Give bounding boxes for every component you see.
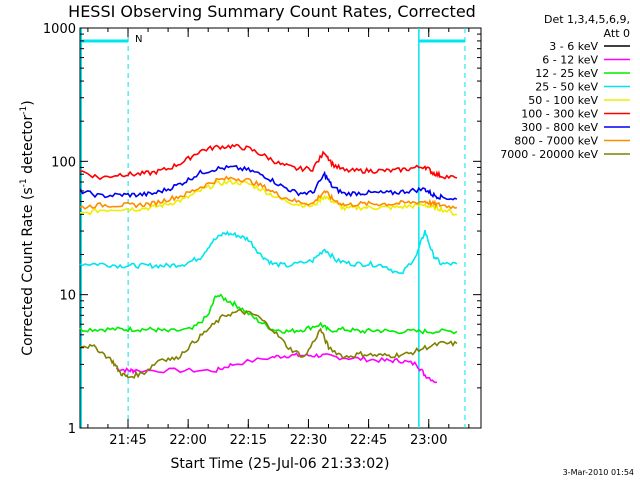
x-tick-label: 22:00 bbox=[169, 433, 206, 448]
series-line-2 bbox=[79, 293, 458, 335]
legend-label: 50 - 100 keV bbox=[528, 94, 598, 107]
x-tick-label: 22:15 bbox=[230, 433, 267, 448]
night-saa-overlays bbox=[80, 28, 466, 428]
axes-layer: 1 10 100 1000 21:45 22:00 22:15 22:30 22:45 23:00 bbox=[43, 22, 481, 448]
chart-title: HESSI Observing Summary Count Rates, Cor… bbox=[68, 2, 476, 21]
night-label: N bbox=[135, 34, 142, 45]
series-line-4 bbox=[79, 179, 457, 216]
legend-label: 3 - 6 keV bbox=[549, 40, 598, 53]
y-tick-label: 100 bbox=[51, 155, 76, 170]
series-line-5 bbox=[79, 143, 458, 181]
legend-header-2: Att 0 bbox=[604, 27, 630, 40]
legend-label: 800 - 7000 keV bbox=[514, 135, 598, 148]
x-axis-label: Start Time (25-Jul-06 21:33:02) bbox=[170, 456, 389, 472]
series-line-3 bbox=[79, 230, 458, 275]
series-layer bbox=[79, 143, 458, 384]
y-tick-label: 10 bbox=[59, 289, 76, 304]
legend-label: 12 - 25 keV bbox=[535, 67, 598, 80]
legend-label: 100 - 300 keV bbox=[521, 108, 598, 121]
y-tick-label: 1000 bbox=[43, 22, 76, 37]
series-line-8 bbox=[79, 308, 458, 379]
plot-frame bbox=[79, 27, 482, 429]
legend-header-1: Det 1,3,4,5,6,9, bbox=[544, 13, 630, 26]
legend-label: 7000 - 20000 keV bbox=[500, 148, 598, 161]
legend-label: 300 - 800 keV bbox=[521, 121, 598, 134]
legend-label: 25 - 50 keV bbox=[535, 81, 598, 94]
x-tick-label: 21:45 bbox=[109, 433, 146, 448]
y-axis-label: Corrected Count Rate (s-1 detector-1) bbox=[19, 100, 36, 355]
series-line-7 bbox=[79, 175, 458, 210]
x-tick-label: 22:30 bbox=[290, 433, 327, 448]
series-line-6 bbox=[79, 164, 458, 201]
series-line-1 bbox=[116, 352, 437, 384]
legend-label: 6 - 12 keV bbox=[542, 54, 598, 67]
y-tick-label: 1 bbox=[68, 422, 76, 437]
x-tick-label: 23:00 bbox=[410, 433, 447, 448]
x-tick-label: 22:45 bbox=[350, 433, 387, 448]
timestamp: 3-Mar-2010 01:54 bbox=[563, 468, 634, 477]
